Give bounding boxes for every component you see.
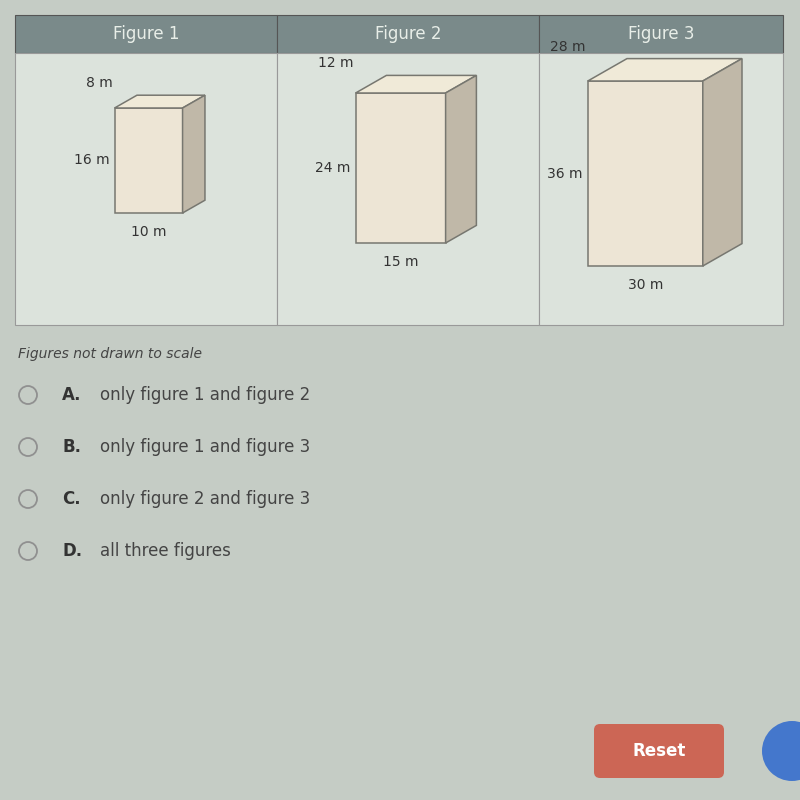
Polygon shape [588,58,742,81]
Text: Figure 2: Figure 2 [374,25,442,43]
Text: Reset: Reset [632,742,686,760]
Text: Figure 3: Figure 3 [628,25,694,43]
Polygon shape [539,53,783,325]
FancyBboxPatch shape [594,724,724,778]
Text: 30 m: 30 m [628,278,663,292]
Text: Figures not drawn to scale: Figures not drawn to scale [18,347,202,361]
Circle shape [762,721,800,781]
Polygon shape [15,53,277,325]
Text: 12 m: 12 m [318,56,354,70]
Text: only figure 2 and figure 3: only figure 2 and figure 3 [100,490,310,508]
Polygon shape [356,93,446,243]
Text: 16 m: 16 m [74,154,110,167]
Text: Figure 1: Figure 1 [113,25,179,43]
Polygon shape [588,81,702,266]
Text: B.: B. [62,438,81,456]
Polygon shape [15,15,277,53]
Text: D.: D. [62,542,82,560]
Polygon shape [277,53,539,325]
Text: 8 m: 8 m [86,76,113,90]
Polygon shape [539,15,783,53]
Polygon shape [446,75,477,243]
Text: 28 m: 28 m [550,39,586,54]
Text: only figure 1 and figure 2: only figure 1 and figure 2 [100,386,310,404]
Text: 10 m: 10 m [131,225,166,239]
Polygon shape [356,75,477,93]
Text: only figure 1 and figure 3: only figure 1 and figure 3 [100,438,310,456]
Text: 24 m: 24 m [315,161,350,175]
Text: all three figures: all three figures [100,542,231,560]
Text: A.: A. [62,386,82,404]
Polygon shape [702,58,742,266]
Polygon shape [114,95,205,108]
Polygon shape [277,15,539,53]
Text: C.: C. [62,490,81,508]
Polygon shape [114,108,182,213]
Text: 15 m: 15 m [383,255,418,269]
Text: 36 m: 36 m [547,166,582,181]
Polygon shape [182,95,205,213]
